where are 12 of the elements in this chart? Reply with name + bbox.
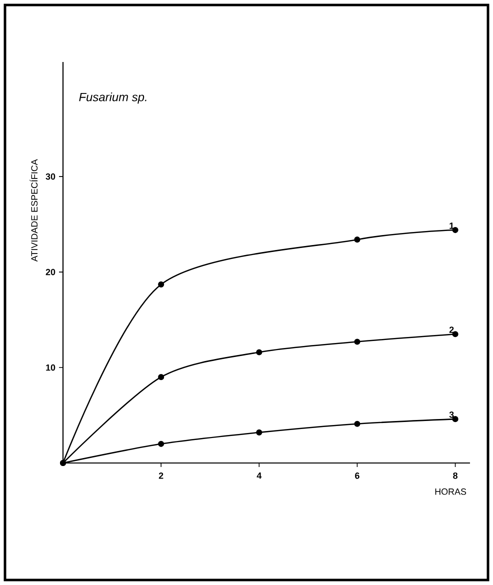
series-label: 2 — [449, 326, 454, 333]
x-axis-title: HORAS — [435, 488, 466, 495]
x-tick-label: 6 — [355, 472, 360, 479]
y-tick-label: 30 — [46, 173, 56, 180]
x-tick-label: 4 — [256, 472, 262, 479]
y-tick-label: 10 — [46, 364, 56, 371]
x-tick-label: 8 — [453, 472, 458, 479]
y-axis-title: ATIVIDADE ESPECÍFICA — [30, 159, 38, 262]
series-label: 3 — [449, 412, 454, 418]
y-tick-label: 20 — [46, 268, 56, 276]
x-tick-label: 2 — [158, 472, 164, 479]
text: Fusarium sp. — [79, 92, 146, 104]
